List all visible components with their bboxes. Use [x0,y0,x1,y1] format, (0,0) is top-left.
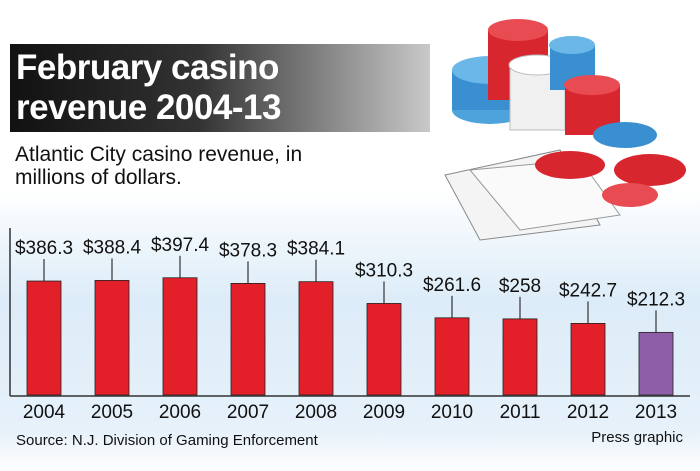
value-label: $261.6 [423,275,481,296]
bar [570,323,606,396]
chart-title: February casino revenue 2004-13 [16,48,281,127]
x-tick-label: 2004 [23,402,66,423]
x-tick-label: 2009 [363,402,405,423]
x-tick-label: 2005 [91,402,133,423]
title-band [10,44,430,132]
chips-illustration [444,19,686,241]
credit: Press graphic [591,429,683,446]
value-label: $258 [499,276,541,297]
x-tick-label: 2012 [567,402,609,423]
value-label: $386.3 [15,238,73,259]
bar [162,277,198,396]
bar [298,281,334,396]
chart-subtitle: Atlantic City casino revenue, in million… [15,143,303,189]
value-label: $242.7 [559,280,617,301]
value-label: $397.4 [151,235,210,256]
x-tick-label: 2010 [431,402,473,423]
bar [230,283,266,396]
value-label: $212.3 [627,289,685,310]
bar [502,318,538,396]
bar [94,280,130,396]
value-label: $310.3 [355,260,413,281]
value-label: $388.4 [83,237,142,258]
x-tick-label: 2013 [635,402,677,423]
source: Source: N.J. Division of Gaming Enforcem… [16,432,319,449]
x-tick-label: 2011 [500,402,541,423]
value-label: $384.1 [287,239,345,260]
x-tick-label: 2006 [159,402,201,423]
x-tick-label: 2007 [227,402,269,423]
bar [638,331,674,396]
bar [26,280,62,396]
x-tick-label: 2008 [295,402,337,423]
bar [434,317,470,396]
value-label: $378.3 [219,240,277,261]
bar [366,303,402,396]
